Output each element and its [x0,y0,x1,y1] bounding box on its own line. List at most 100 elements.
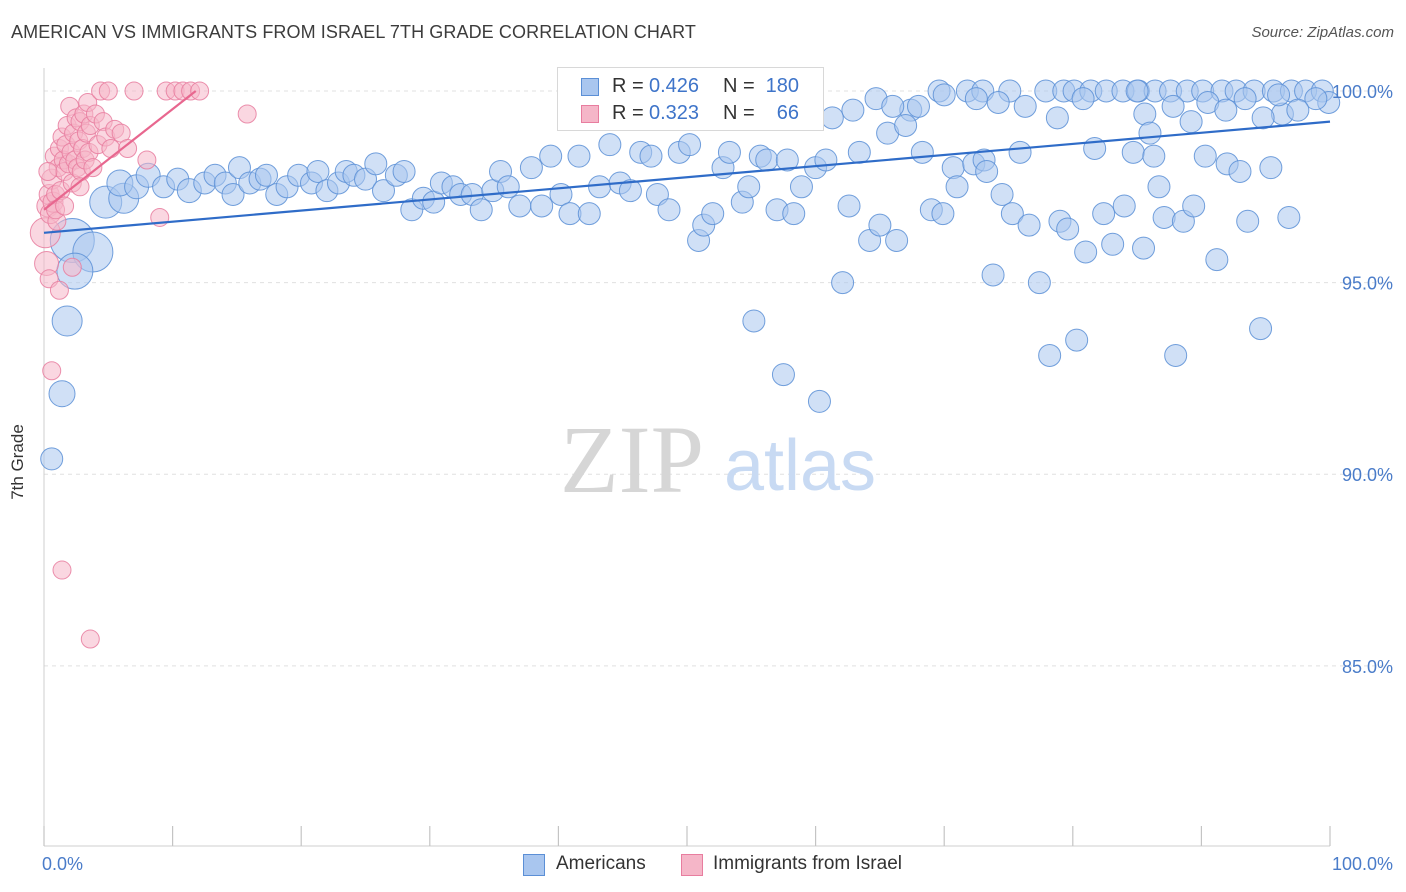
israel-r-value: 0.323 [649,102,700,124]
americans-point-100 [1038,343,1062,367]
americans-point-55 [588,175,612,199]
americans-point-122 [1259,156,1283,180]
americans-point-113 [1164,343,1188,367]
americans-point-168 [894,113,918,137]
americans-point-170 [964,87,988,111]
americans-point-60 [639,144,663,168]
y-tick-label-3: 85.0% [1342,657,1393,677]
y-tick-label-0: 100.0% [1332,82,1393,102]
israel-point-62 [62,257,82,277]
israel-point-63 [55,196,75,216]
americans-point-150 [1133,102,1157,126]
stats-row-americans: R = 0.426 N = 180 [558,74,823,102]
americans-point-35 [392,159,416,183]
americans-point-26 [306,159,330,183]
americans-point-32 [364,152,388,176]
israel-point-54 [190,81,210,101]
americans-n-value: 180 [765,75,799,97]
americans-point-58 [618,179,642,203]
legend-israel-swatch[interactable] [681,854,703,876]
americans-point-179 [1147,175,1171,199]
americans-point-49 [530,194,554,218]
israel-n-value: 66 [776,102,799,124]
israel-point-65 [38,161,58,181]
americans-point-106 [1092,202,1116,226]
americans-point-5 [51,305,83,337]
americans-point-76 [789,175,813,199]
americans-point-158 [1286,98,1310,122]
israel-n-label: N = [723,102,755,124]
americans-point-48 [519,156,543,180]
americans-point-71 [737,175,761,199]
legend-americans-swatch[interactable] [523,854,545,876]
americans-point-69 [717,140,741,164]
americans-point-61 [645,182,669,206]
americans-point-176 [771,363,795,387]
americans-point-87 [910,140,934,164]
americans-point-178 [975,159,999,183]
americans-point-83 [868,213,892,237]
trend-lines [43,90,1331,234]
americans-point-64 [678,133,702,157]
americans-point-157 [1267,83,1291,107]
source-credit: Source: ZipAtlas.com [1251,24,1394,41]
americans-point-165 [841,98,865,122]
americans-point-160 [1138,121,1162,145]
americans-point-125 [906,94,930,118]
americans-point-46 [496,175,520,199]
americans-point-111 [1142,144,1166,168]
americans-point-54 [577,202,601,226]
israel-point-58 [42,361,62,381]
americans-point-97 [1008,140,1032,164]
americans-r-label: R = [612,75,644,97]
israel-point-42 [98,81,118,101]
americans-point-159 [1125,79,1149,103]
legend-americans-label[interactable]: Americans [556,853,646,874]
americans-point-62 [657,198,681,222]
americans-point-104 [1074,240,1098,264]
legend-israel-label[interactable]: Immigrants from Israel [713,853,902,874]
americans-point-102 [1056,217,1080,241]
y-tick-label-1: 95.0% [1342,274,1393,294]
americans-point-154 [1214,98,1238,122]
americans-point-81 [847,140,871,164]
americans-point-73 [755,148,779,172]
americans-point-103 [1065,328,1089,352]
y-tick-labels: 100.0% 95.0% 90.0% 85.0% [1332,82,1393,677]
americans-point-50 [539,144,563,168]
americans-point-177 [807,389,831,413]
israel-point-48 [137,150,157,170]
americans-point-161 [775,148,799,172]
watermark-atlas: atlas [724,426,876,506]
americans-point-117 [1205,248,1229,272]
stats-row-israel: R = 0.323 N = 66 [558,101,823,129]
americans-point-109 [1121,140,1145,164]
americans-point-173 [1045,106,1069,130]
watermark-zip: ZIP [560,406,704,513]
americans-point-53 [567,144,591,168]
americans-point-121 [1249,317,1273,341]
americans-point-95 [990,182,1014,206]
americans-point-152 [1179,110,1203,134]
americans-point-119 [1228,159,1252,183]
israel-point-60 [80,629,100,649]
americans-point-96 [1000,202,1024,226]
americans-point-56 [598,133,622,157]
americans-point-112 [1152,205,1176,229]
americans-point-21 [254,163,278,187]
israel-r-label: R = [612,102,644,124]
americans-point-80 [837,194,861,218]
y-tick-label-2: 90.0% [1342,465,1393,485]
americans-point-6 [48,380,76,408]
americans-point-94 [981,263,1005,287]
americans-point-52 [558,202,582,226]
israel-swatch [581,105,599,123]
israel-point-43 [101,138,121,158]
americans-point-75 [782,202,806,226]
americans-point-78 [814,148,838,172]
series-americans-points [40,79,1341,471]
chart-title: AMERICAN VS IMMIGRANTS FROM ISRAEL 7TH G… [11,22,696,42]
americans-n-label: N = [723,75,755,97]
americans-point-151 [1161,94,1185,118]
